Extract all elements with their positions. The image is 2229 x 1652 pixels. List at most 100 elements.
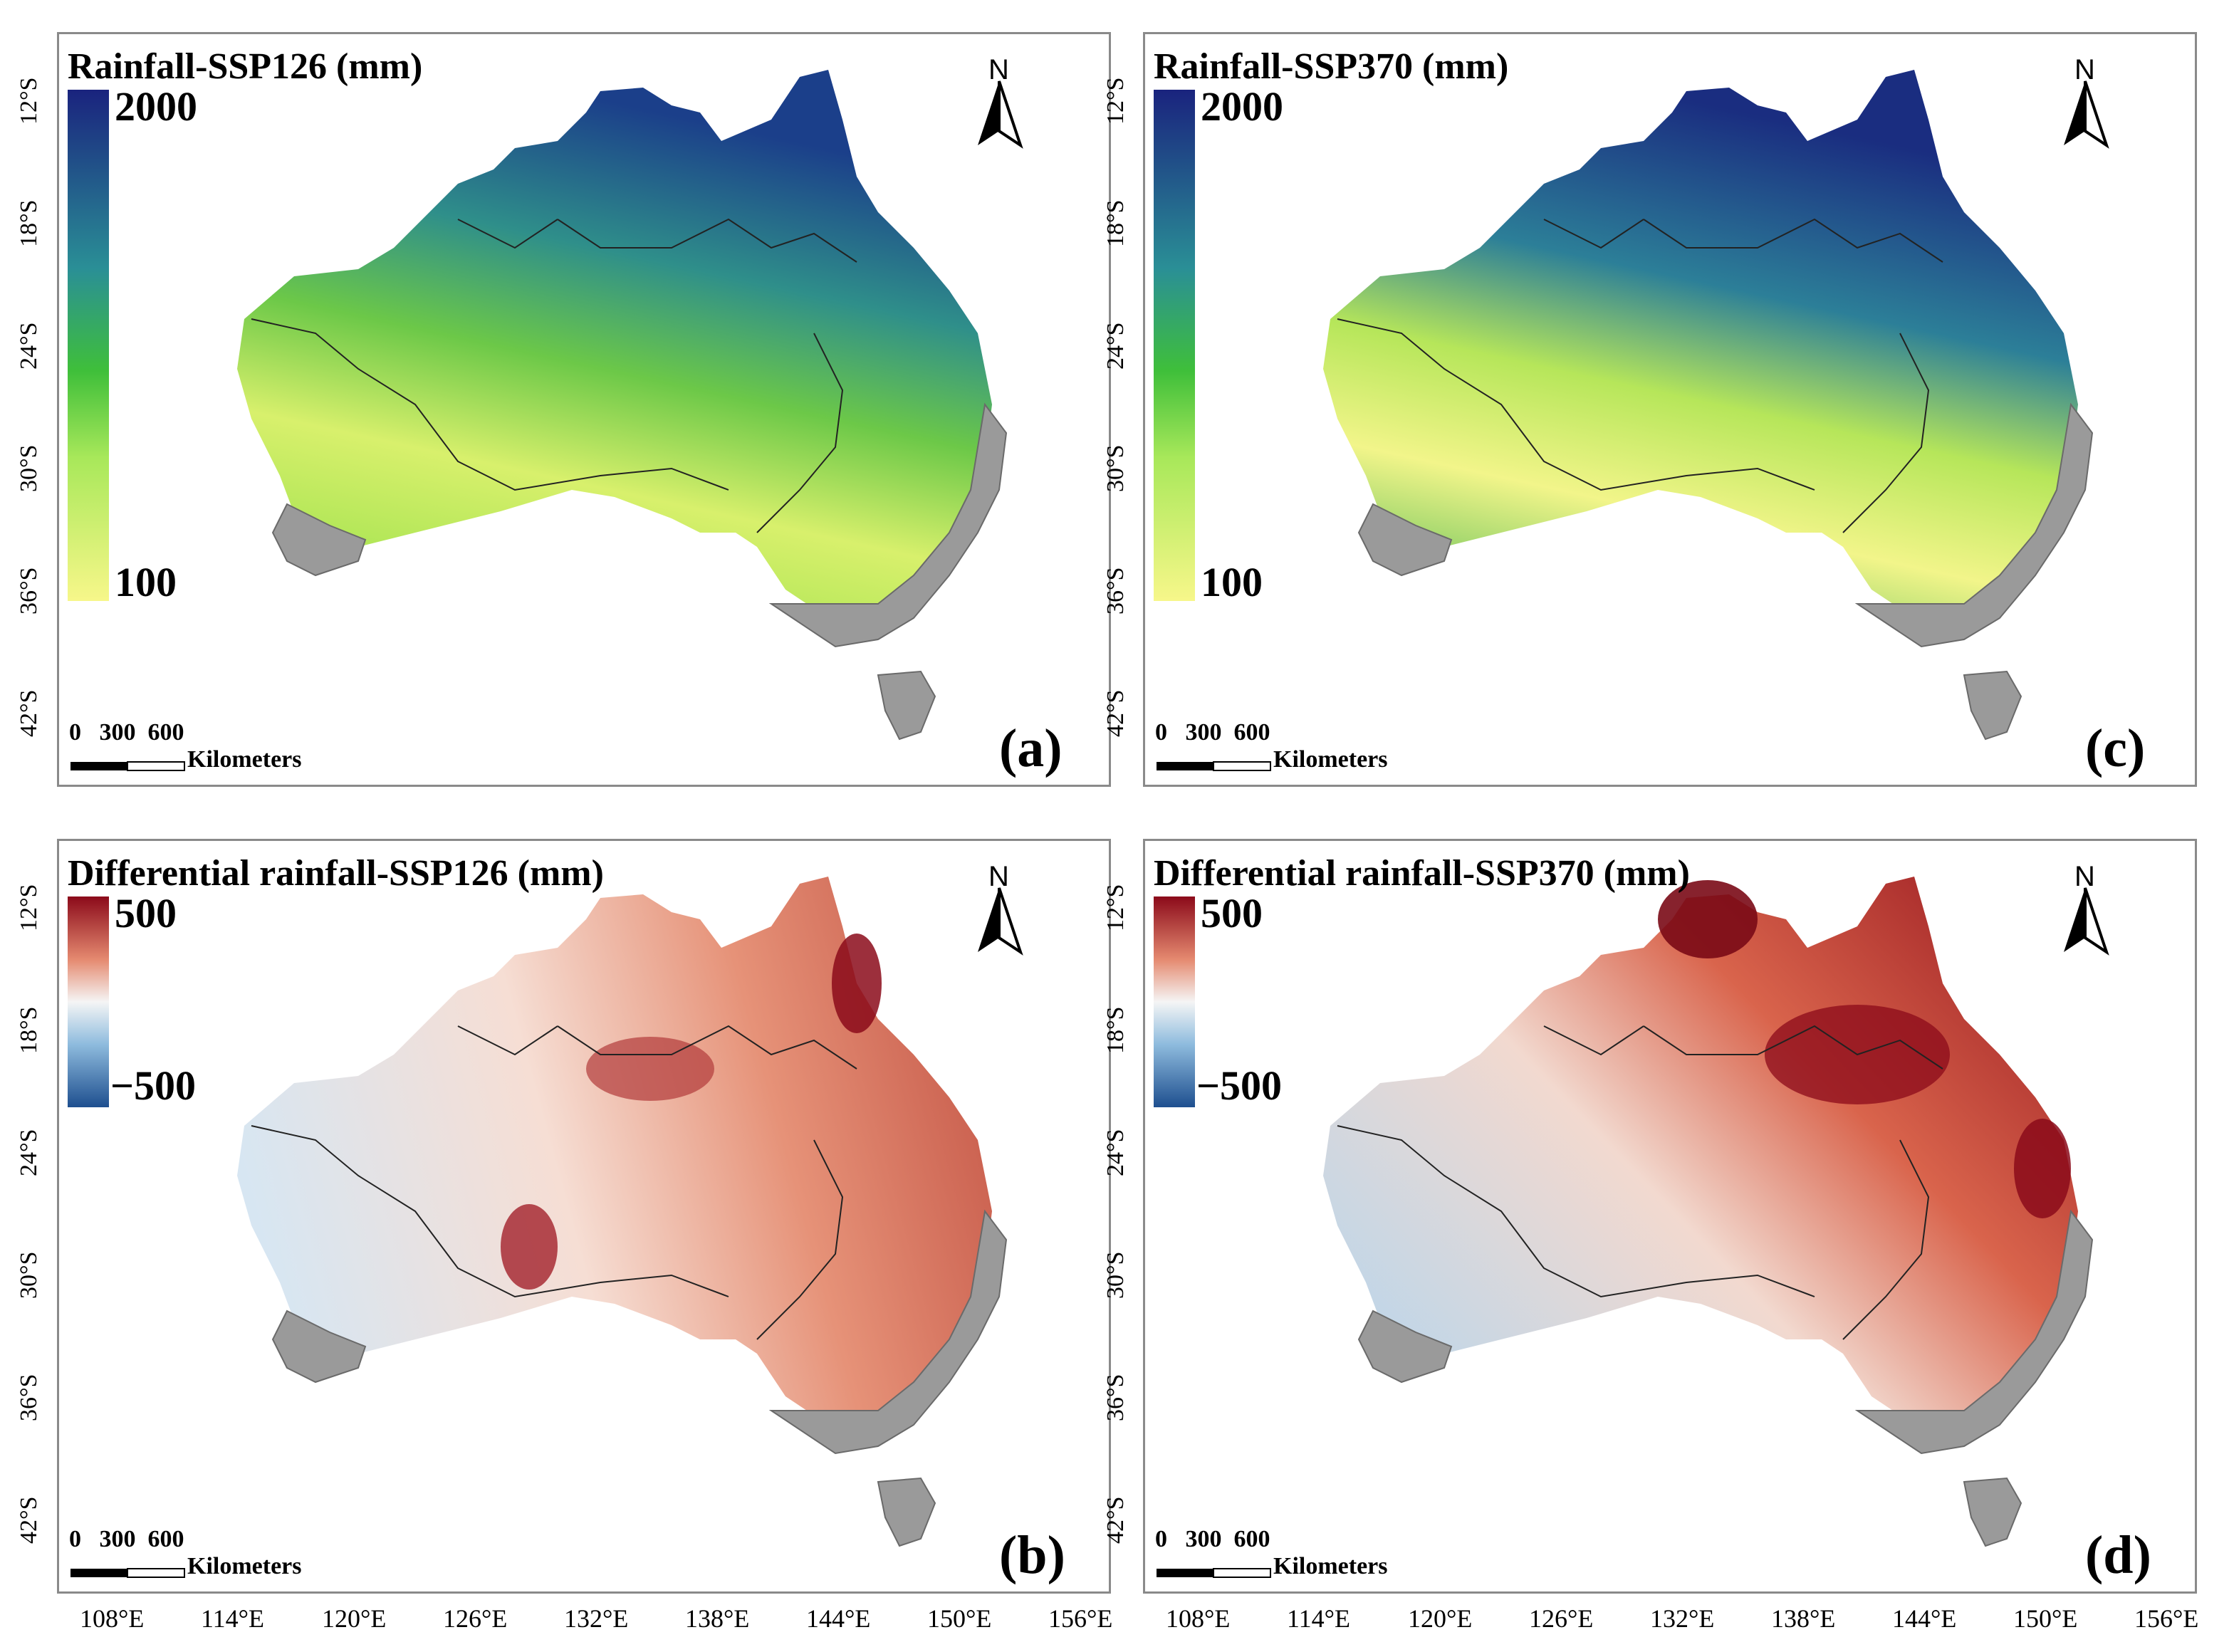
colorbar-min-label: −500 — [110, 1062, 197, 1109]
map-panel-d: Differential rainfall-SSP370 (mm) 500 −5… — [1143, 839, 2197, 1594]
colorbar-max-label: 500 — [115, 890, 177, 936]
hillshade-southwest — [271, 1309, 367, 1384]
continent-diff — [237, 877, 992, 1425]
colorbar-max-label: 2000 — [115, 83, 197, 130]
lat-tick-label: 24°S — [1102, 1129, 1129, 1176]
lat-tick-label: 42°S — [1102, 1496, 1129, 1544]
colorbar-min-label: 100 — [1201, 559, 1263, 605]
map-panel-a: Rainfall-SSP126 (mm) 2000 100 N 0 300 60… — [57, 32, 1111, 787]
australia-map — [237, 70, 1008, 741]
scale-unit: Kilometers — [187, 1553, 302, 1579]
scale-ticks: 0 300 600 — [1155, 1526, 1270, 1552]
north-label: N — [988, 54, 1009, 85]
lat-tick-label: 18°S — [16, 199, 42, 247]
lon-tick-label: 108°E — [1166, 1604, 1231, 1633]
north-label: N — [2074, 54, 2095, 85]
lat-tick-label: 24°S — [16, 322, 42, 370]
lon-tick-label: 114°E — [201, 1604, 265, 1633]
lon-tick-label: 126°E — [443, 1604, 508, 1633]
lon-tick-label: 132°E — [1650, 1604, 1715, 1633]
lat-tick-label: 30°S — [1102, 1251, 1129, 1299]
scale-bar — [71, 761, 185, 771]
tasmania — [877, 1477, 936, 1547]
hotspot — [586, 1037, 714, 1101]
north-arrow-icon — [2064, 887, 2109, 956]
colorbar-rainfall — [68, 90, 109, 601]
hillshade-east — [768, 1209, 1008, 1455]
lon-tick-label: 108°E — [80, 1604, 145, 1633]
colorbar-min-label: −500 — [1196, 1062, 1283, 1109]
hotspot — [501, 1204, 558, 1290]
australia-map — [1323, 877, 2094, 1547]
lat-tick-label: 18°S — [1102, 1006, 1129, 1054]
region-boundaries — [251, 1025, 857, 1340]
continent-rainfall — [237, 70, 992, 618]
hillshade-southwest — [1357, 1309, 1453, 1384]
scale-unit: Kilometers — [187, 746, 302, 773]
lat-tick-label: 30°S — [16, 444, 42, 492]
colorbar-max-label: 500 — [1201, 890, 1263, 936]
scale-ticks: 0 300 600 — [69, 719, 184, 746]
colorbar-max-label: 2000 — [1201, 83, 1283, 130]
lon-tick-label: 156°E — [2134, 1604, 2199, 1633]
north-arrow-icon — [978, 887, 1023, 956]
lat-tick-label: 30°S — [1102, 444, 1129, 492]
lon-tick-label: 150°E — [2013, 1604, 2078, 1633]
north-label: N — [2074, 861, 2095, 892]
colorbar-diff — [68, 896, 109, 1107]
hillshade-east — [768, 402, 1008, 648]
lon-tick-label: 132°E — [564, 1604, 629, 1633]
colorbar-min-label: 100 — [115, 559, 177, 605]
panel-title: Differential rainfall-SSP126 (mm) — [68, 853, 604, 894]
hillshade-east — [1854, 402, 2094, 648]
colorbar-rainfall — [1154, 90, 1195, 601]
region-boundaries — [1337, 218, 1943, 533]
panel-label: (a) — [999, 718, 1063, 778]
australia-map — [237, 877, 1008, 1547]
lon-tick-label: 138°E — [685, 1604, 750, 1633]
panel-title: Rainfall-SSP126 (mm) — [68, 46, 423, 87]
region-boundaries — [251, 218, 857, 533]
lat-tick-label: 36°S — [1102, 1374, 1129, 1421]
australia-map — [1323, 70, 2094, 741]
tasmania — [877, 670, 936, 741]
scale-unit: Kilometers — [1273, 746, 1388, 773]
lat-tick-label: 18°S — [1102, 199, 1129, 247]
scale-unit: Kilometers — [1273, 1553, 1388, 1579]
lat-tick-label: 24°S — [16, 1129, 42, 1176]
lon-tick-label: 144°E — [1892, 1604, 1957, 1633]
lat-tick-label: 36°S — [1102, 567, 1129, 615]
scale-bar — [1157, 1568, 1271, 1578]
panel-label: (d) — [2085, 1525, 2151, 1585]
map-panel-b: Differential rainfall-SSP126 (mm) 500 −5… — [57, 839, 1111, 1594]
panel-label: (b) — [999, 1525, 1065, 1585]
hotspot — [1658, 880, 1758, 958]
lat-tick-label: 42°S — [1102, 689, 1129, 737]
lat-tick-label: 12°S — [16, 884, 42, 931]
lon-tick-label: 138°E — [1771, 1604, 1836, 1633]
north-arrow-icon — [2064, 80, 2109, 149]
lat-tick-label: 36°S — [16, 567, 42, 615]
lat-tick-label: 18°S — [16, 1006, 42, 1054]
lon-tick-label: 120°E — [1408, 1604, 1473, 1633]
tasmania — [1963, 670, 2022, 741]
lon-tick-label: 114°E — [1287, 1604, 1351, 1633]
lon-tick-label: 126°E — [1529, 1604, 1594, 1633]
hotspot — [2014, 1119, 2071, 1218]
lat-tick-label: 12°S — [16, 77, 42, 125]
panel-label: (c) — [2085, 718, 2146, 778]
lat-tick-label: 24°S — [1102, 322, 1129, 370]
tasmania — [1963, 1477, 2022, 1547]
scale-ticks: 0 300 600 — [1155, 719, 1270, 746]
north-label: N — [988, 861, 1009, 892]
scale-bar — [1157, 761, 1271, 771]
lon-tick-label: 120°E — [322, 1604, 387, 1633]
panel-title: Rainfall-SSP370 (mm) — [1154, 46, 1509, 87]
hotspot — [832, 934, 882, 1033]
continent-rainfall — [1323, 70, 2078, 618]
north-arrow-icon — [978, 80, 1023, 149]
lat-tick-label: 12°S — [1102, 884, 1129, 931]
region-boundaries — [1337, 1025, 1943, 1340]
hillshade-southwest — [1357, 503, 1453, 577]
map-panel-c: Rainfall-SSP370 (mm) 2000 100 N 0 300 60… — [1143, 32, 2197, 787]
